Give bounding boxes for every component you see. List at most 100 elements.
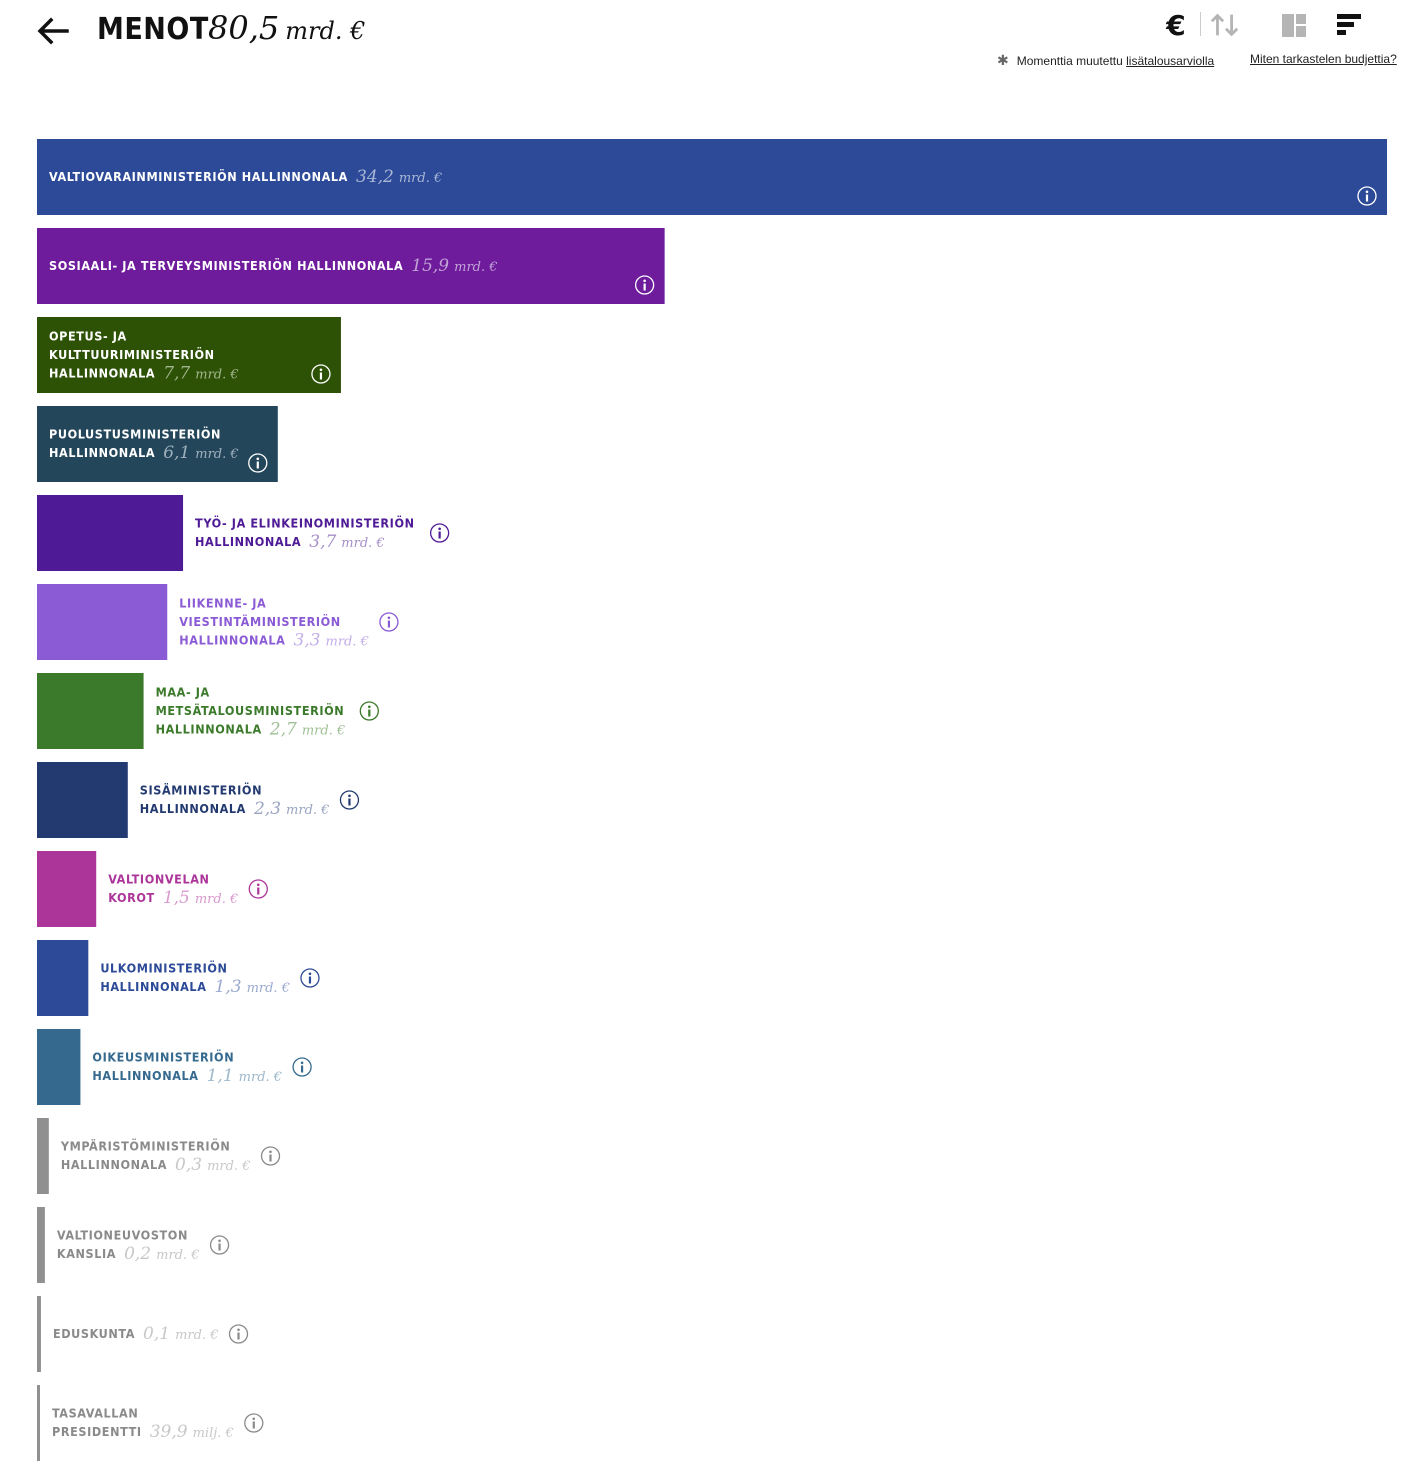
- info-icon[interactable]: [209, 1235, 230, 1255]
- bar[interactable]: [37, 406, 278, 482]
- bar-group[interactable]: TASAVALLAN PRESIDENTTI 39,9 milj. €: [37, 1385, 264, 1461]
- info-icon-stem: [643, 283, 646, 291]
- bar[interactable]: [37, 851, 97, 927]
- info-icon-circle: [300, 968, 320, 988]
- bar[interactable]: [37, 1029, 81, 1105]
- bar-label-line: HALLINNONALA: [92, 1068, 198, 1083]
- bar-group[interactable]: TYÖ- JA ELINKEINOMINISTERIÖN HALLINNONALA…: [37, 495, 450, 571]
- bar-value-number: 6,1: [163, 443, 190, 463]
- back-arrow-icon[interactable]: [36, 14, 70, 48]
- bar[interactable]: [37, 940, 89, 1016]
- bar-label: VALTIOVARAINMINISTERIÖN HALLINNONALA: [49, 169, 348, 184]
- info-icon-dot: [300, 1061, 304, 1065]
- bar-label-line: HALLINNONALA: [156, 721, 262, 736]
- info-icon-circle: [292, 1057, 312, 1077]
- bar-label-line: HALLINNONALA: [100, 979, 206, 994]
- bar-value-unit: mrd. €: [207, 1159, 250, 1174]
- bar[interactable]: [37, 673, 144, 749]
- sort-button[interactable]: [1209, 8, 1241, 42]
- euro-toggle-button[interactable]: €: [1160, 8, 1192, 42]
- bar-group[interactable]: VALTIOVARAINMINISTERIÖN HALLINNONALA 34,2…: [37, 139, 1387, 215]
- bar[interactable]: [37, 1296, 41, 1372]
- info-icon-dot: [252, 1417, 256, 1421]
- bar-label-line: TASAVALLAN: [52, 1406, 138, 1421]
- bar-group[interactable]: SOSIAALI- JA TERVEYSMINISTERIÖN HALLINNO…: [37, 228, 665, 304]
- info-icon-circle: [1357, 186, 1377, 206]
- bar-value-number: 2,3: [253, 799, 281, 819]
- info-icon[interactable]: [311, 364, 331, 384]
- info-icon[interactable]: [379, 612, 399, 632]
- bar[interactable]: [37, 584, 168, 660]
- treemap-icon: [1282, 14, 1306, 37]
- bar-label: YMPÄRISTÖMINISTERIÖN HALLINNONALA: [60, 1139, 231, 1173]
- bar-group[interactable]: PUOLUSTUSMINISTERIÖN HALLINNONALA 6,1 mrd. …: [37, 406, 278, 482]
- bar-value-label: 15,9 mrd. €: [411, 256, 497, 276]
- bar-list-view-button[interactable]: [1333, 8, 1365, 42]
- bar-group[interactable]: YMPÄRISTÖMINISTERIÖN HALLINNONALA 0,3 mrd. …: [37, 1118, 281, 1194]
- treemap-view-button[interactable]: [1278, 8, 1310, 42]
- bar-label: MAA- JA METSÄTALOUSMINISTERIÖN HALLINNONAL…: [156, 684, 345, 736]
- bar-group[interactable]: OIKEUSMINISTERIÖN HALLINNONALA 1,1 mrd. €: [37, 1029, 312, 1105]
- bar-value-number: 7,7: [163, 363, 190, 383]
- bar-value-unit: mrd. €: [286, 803, 329, 818]
- view-toolbar: €: [1141, 8, 1401, 44]
- info-icon-stem: [269, 1154, 272, 1162]
- info-icon-circle: [634, 275, 655, 295]
- bar[interactable]: [37, 228, 665, 304]
- info-icon[interactable]: [339, 790, 360, 810]
- info-icon-dot: [256, 457, 260, 461]
- info-icon-circle: [339, 790, 360, 810]
- info-icon-dot: [387, 616, 391, 620]
- supplementary-budget-note: ✱ Momenttia muutettu lisätalousarviolla: [997, 52, 1214, 69]
- info-icon[interactable]: [248, 879, 268, 899]
- bar-value-label: 1,1 mrd. €: [207, 1066, 282, 1086]
- info-icon-dot: [1365, 190, 1369, 194]
- bar-value-number: 3,3: [293, 630, 320, 650]
- bar[interactable]: [37, 1118, 49, 1194]
- bar-label: TYÖ- JA ELINKEINOMINISTERIÖN HALLINNONALA: [195, 516, 415, 550]
- bar[interactable]: [37, 1385, 40, 1461]
- info-icon[interactable]: [260, 1146, 281, 1166]
- bar-label-line: OPETUS- JA: [49, 328, 127, 343]
- bar-group[interactable]: VALTIONEUVOSTON KANSLIA 0,2 mrd. €: [37, 1207, 230, 1283]
- info-icon[interactable]: [248, 453, 268, 473]
- info-icon[interactable]: [429, 523, 450, 543]
- info-icon-stem: [300, 1065, 304, 1073]
- info-icon[interactable]: [292, 1057, 312, 1077]
- sort-icon: [1210, 13, 1239, 37]
- supplementary-budget-link[interactable]: lisätalousarviolla: [1126, 54, 1215, 68]
- info-icon-stem: [348, 798, 351, 806]
- info-icon-circle: [248, 879, 268, 899]
- bar-group[interactable]: LIIKENNE- JA VIESTINTÄMINISTERIÖN HALLINNO…: [37, 584, 399, 660]
- bar-value-unit: mrd. €: [247, 981, 290, 996]
- bar-group[interactable]: OPETUS- JA KULTTUURIMINISTERIÖN HALLINNONA…: [37, 317, 341, 393]
- bar-value-label: 3,7 mrd. €: [309, 532, 384, 552]
- bar[interactable]: [37, 139, 1387, 215]
- bar-value-unit: mrd. €: [341, 536, 384, 551]
- bar-group[interactable]: ULKOMINISTERIÖN HALLINNONALA 1,3 mrd. €: [37, 940, 320, 1016]
- bar[interactable]: [37, 495, 184, 571]
- info-icon[interactable]: [359, 701, 379, 721]
- bar-group[interactable]: MAA- JA METSÄTALOUSMINISTERIÖN HALLINNONAL…: [37, 673, 379, 749]
- bar[interactable]: [37, 762, 128, 838]
- bar-value-number: 0,2: [124, 1244, 151, 1264]
- info-icon[interactable]: [244, 1413, 264, 1433]
- bar-group[interactable]: VALTIONVELAN KOROT 1,5 mrd. €: [37, 851, 268, 927]
- bar-value-label: 3,3 mrd. €: [293, 630, 368, 650]
- total-unit: mrd. €: [285, 17, 366, 45]
- bar-label: VALTIONEUVOSTON KANSLIA: [57, 1228, 188, 1262]
- bar[interactable]: [37, 1207, 45, 1283]
- info-icon[interactable]: [228, 1324, 249, 1344]
- bar-list-icon: [1337, 14, 1361, 35]
- bar-group[interactable]: SISÄMINISTERIÖN HALLINNONALA 2,3 mrd. €: [37, 762, 360, 838]
- bar-value-label: 2,3 mrd. €: [253, 799, 329, 819]
- bar-value-unit: mrd. €: [195, 892, 238, 907]
- help-link[interactable]: Miten tarkastelen budjettia?: [1250, 52, 1397, 66]
- bar-value-label: 1,5 mrd. €: [163, 888, 238, 908]
- info-icon[interactable]: [300, 968, 320, 988]
- bar-group[interactable]: EDUSKUNTA 0,1 mrd. €: [37, 1296, 249, 1372]
- info-icon[interactable]: [634, 275, 655, 295]
- info-icon[interactable]: [1357, 186, 1377, 206]
- bar[interactable]: [37, 317, 341, 393]
- info-icon-dot: [319, 368, 323, 372]
